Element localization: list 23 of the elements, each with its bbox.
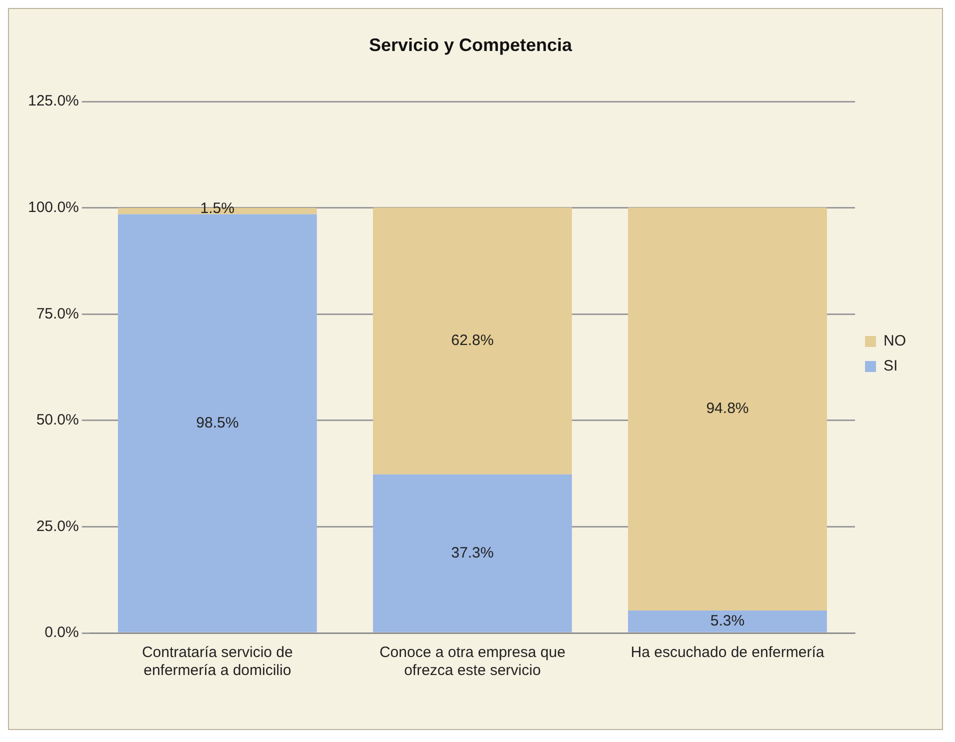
data-label: 5.3% [710,612,745,630]
y-tick-label: 100.0% [28,199,79,216]
y-tick-label: 125.0% [28,92,79,110]
bar [118,214,317,632]
data-label: 94.8% [706,400,749,418]
x-tick-label: Ha escuchado de enfermería [630,644,825,662]
y-tick-label: 0.0% [44,624,79,642]
data-label: 37.3% [451,544,494,562]
legend-label: SI [884,358,898,375]
bar [372,207,572,474]
legend-label: NO [884,332,906,350]
chart-title: Servicio y Competencia [368,34,574,55]
data-label: 98.5% [196,414,239,432]
y-tick-label: 25.0% [36,518,79,535]
bar [372,474,572,632]
data-label: 1.5% [200,200,234,218]
y-tick-label: 50.0% [36,412,79,429]
bar [628,610,827,632]
data-label: 62.8% [451,332,494,350]
bar [628,207,827,610]
x-tick-label: Contrataría servicio de enfermería a domicilio [142,644,293,680]
x-tick-label: Conoce a otra empresa que ofrezca este servicio [379,644,566,680]
y-tick-label: 75.0% [36,305,79,322]
